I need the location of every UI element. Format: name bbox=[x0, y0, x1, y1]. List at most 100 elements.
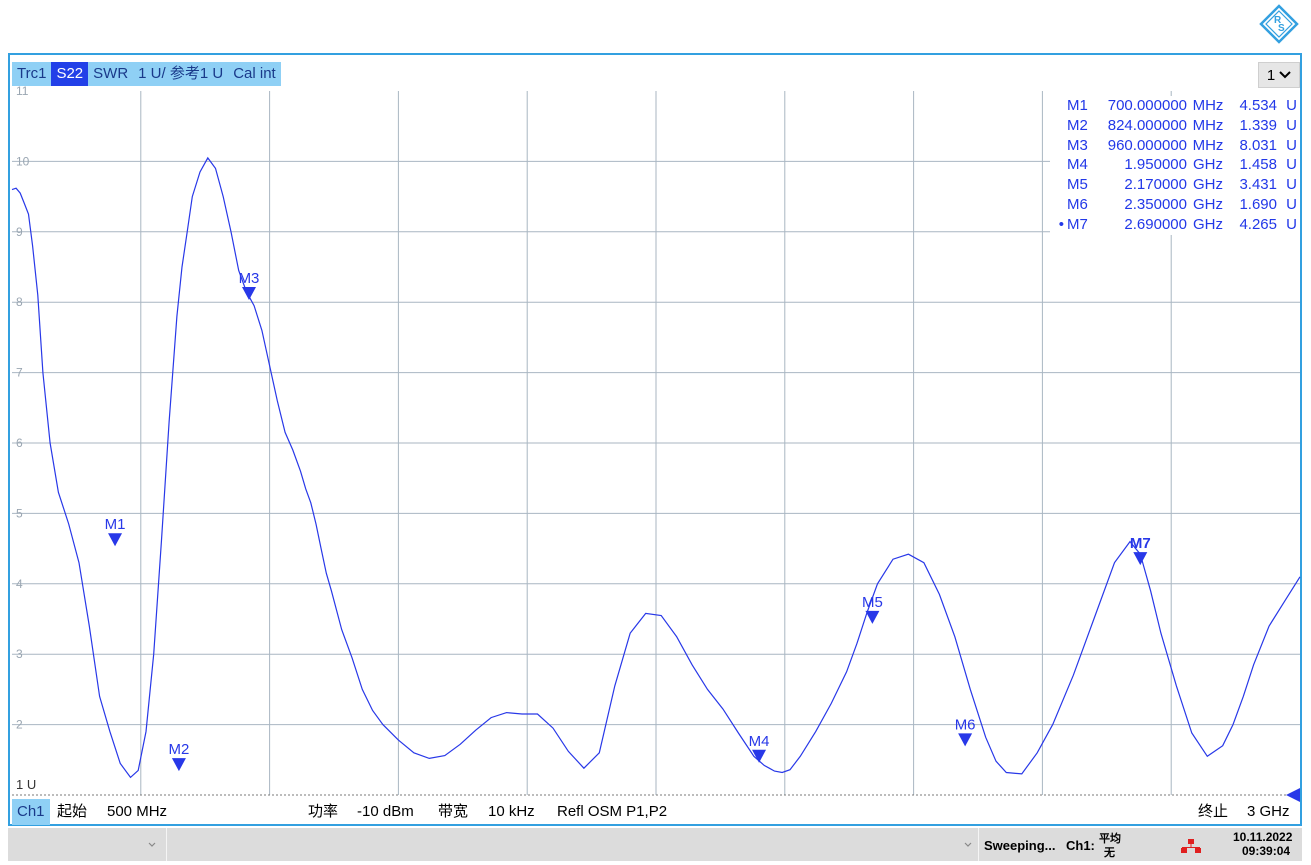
start-label: 起始 bbox=[57, 803, 88, 820]
y-tick-label: 9 bbox=[16, 225, 23, 239]
bandwidth-label: 带宽 bbox=[438, 803, 469, 820]
marker-value-unit: U bbox=[1286, 97, 1297, 114]
channel-status: Ch1: bbox=[1066, 838, 1095, 853]
marker-value: 4.534 bbox=[1239, 97, 1277, 114]
marker-row[interactable]: M1 700.000000 MHz 4.534 U bbox=[1050, 96, 1300, 116]
marker-name: M3 bbox=[1067, 136, 1088, 154]
channel-label[interactable]: Ch1 bbox=[12, 799, 50, 825]
trace-line bbox=[11, 156, 1301, 779]
active-marker-dot bbox=[1050, 175, 1064, 195]
stop-label: 终止 bbox=[1198, 803, 1229, 820]
marker-value: 1.690 bbox=[1239, 195, 1277, 213]
marker-frequency: 960.000000 bbox=[1107, 136, 1187, 154]
svg-text:R: R bbox=[1274, 15, 1282, 26]
trace-parameter[interactable]: S22 bbox=[51, 62, 89, 86]
marker-triangle[interactable] bbox=[108, 533, 123, 547]
y-tick-label: 4 bbox=[16, 577, 23, 591]
marker-triangle[interactable] bbox=[1133, 552, 1148, 566]
marker-name: M2 bbox=[1067, 116, 1088, 134]
y-tick-label: 10 bbox=[16, 154, 30, 168]
y-tick-label: 6 bbox=[16, 436, 23, 450]
stop-value[interactable]: 3 GHz bbox=[1247, 803, 1290, 820]
active-marker-dot: • bbox=[1058, 215, 1064, 233]
active-marker-dot bbox=[1050, 116, 1064, 136]
marker-triangle[interactable] bbox=[752, 749, 767, 763]
marker-frequency-unit: GHz bbox=[1193, 215, 1223, 233]
average-value: 无 bbox=[1104, 847, 1115, 859]
marker-name: M7 bbox=[1067, 215, 1088, 233]
marker-value: 8.031 bbox=[1239, 136, 1277, 154]
status-cell-middle bbox=[166, 828, 979, 861]
y-tick-label: 5 bbox=[16, 506, 23, 520]
marker-triangle[interactable] bbox=[958, 733, 973, 747]
marker-value-unit: U bbox=[1286, 156, 1297, 174]
window-selector[interactable]: 1 bbox=[1258, 62, 1300, 88]
marker-name: M6 bbox=[1067, 195, 1088, 213]
chevron-down-icon bbox=[1279, 71, 1291, 79]
marker-row[interactable]: M3 960.000000 MHz 8.031 U bbox=[1050, 136, 1300, 156]
marker-frequency-unit: MHz bbox=[1192, 136, 1224, 154]
start-value[interactable]: 500 MHz bbox=[107, 803, 168, 820]
marker-frequency-unit: MHz bbox=[1192, 97, 1224, 114]
marker-frequency-unit: MHz bbox=[1192, 116, 1224, 134]
window-number: 1 bbox=[1266, 66, 1276, 84]
marker-value-unit: U bbox=[1286, 195, 1297, 213]
marker-value-unit: U bbox=[1286, 116, 1297, 134]
trace-info-bar[interactable]: Trc1 S22 SWR 1 U/ 参考1 U Cal int bbox=[12, 62, 281, 86]
marker-triangle[interactable] bbox=[171, 758, 186, 772]
status-bar: Sweeping... Ch1: 平均 无 10.11.2022 09:39:0… bbox=[8, 828, 1302, 861]
marker-name: M5 bbox=[1067, 176, 1088, 194]
marker-label: M7 bbox=[1130, 535, 1151, 552]
channel-info-bar: Ch1 起始 500 MHz 功率 -10 dBm 带宽 10 kHz Refl… bbox=[12, 799, 1300, 825]
marker-value: 1.339 bbox=[1239, 116, 1277, 134]
marker-label: M5 bbox=[862, 594, 883, 611]
power-value[interactable]: -10 dBm bbox=[357, 803, 414, 820]
status-cell-left[interactable] bbox=[8, 828, 167, 861]
marker-row[interactable]: M2 824.000000 MHz 1.339 U bbox=[1050, 116, 1300, 136]
rs-logo: R S bbox=[1259, 4, 1299, 44]
marker-table[interactable]: M1 700.000000 MHz 4.534 U M2 824.000000 MHz 1.33… bbox=[1050, 96, 1300, 235]
y-tick-label: 7 bbox=[16, 366, 23, 380]
power-label: 功率 bbox=[308, 803, 339, 820]
marker-triangle[interactable] bbox=[865, 610, 880, 624]
chevron-down-icon bbox=[148, 842, 156, 847]
marker-row[interactable]: M5 2.170000 GHz 3.431 U bbox=[1050, 175, 1300, 195]
marker-frequency-unit: GHz bbox=[1193, 176, 1223, 194]
marker-frequency: 824.000000 bbox=[1107, 116, 1187, 134]
y-tick-label: 8 bbox=[16, 295, 23, 309]
trace-scale[interactable]: 1 U/ 参考1 U bbox=[138, 65, 224, 82]
marker-value: 4.265 bbox=[1239, 215, 1277, 233]
chevron-down-icon bbox=[964, 842, 972, 847]
trace-name[interactable]: Trc1 bbox=[17, 65, 47, 82]
y-tick-label: 3 bbox=[16, 647, 23, 661]
status-date: 10.11.2022 bbox=[1233, 830, 1293, 844]
marker-row[interactable]: M4 1.950000 GHz 1.458 U bbox=[1050, 155, 1300, 175]
reference-level-label: 1 U bbox=[16, 777, 36, 792]
marker-value-unit: U bbox=[1286, 136, 1297, 154]
marker-frequency: 700.000000 bbox=[1107, 97, 1187, 114]
marker-value-unit: U bbox=[1286, 176, 1297, 194]
marker-frequency: 2.690000 bbox=[1124, 215, 1187, 233]
trace-cal-state[interactable]: Cal int bbox=[233, 65, 276, 82]
network-icon bbox=[1181, 839, 1201, 853]
marker-frequency-unit: GHz bbox=[1193, 156, 1223, 174]
marker-frequency-unit: GHz bbox=[1193, 195, 1223, 213]
marker-frequency: 2.350000 bbox=[1124, 195, 1187, 213]
marker-row[interactable]: M6 2.350000 GHz 1.690 U bbox=[1050, 195, 1300, 215]
marker-triangle[interactable] bbox=[241, 287, 256, 301]
marker-label: M1 bbox=[105, 516, 126, 533]
marker-value-unit: U bbox=[1286, 215, 1297, 233]
marker-label: M4 bbox=[749, 733, 770, 750]
active-marker-dot bbox=[1050, 195, 1064, 215]
active-marker-dot bbox=[1050, 96, 1064, 116]
marker-frequency: 1.950000 bbox=[1124, 156, 1187, 174]
status-time: 09:39:04 bbox=[1242, 844, 1291, 858]
sweep-status: Sweeping... bbox=[984, 838, 1056, 853]
marker-row[interactable]: • M7 2.690000 GHz 4.265 U bbox=[1050, 215, 1300, 235]
trace-format[interactable]: SWR bbox=[93, 65, 129, 82]
svg-text:S: S bbox=[1278, 23, 1285, 34]
marker-label: M6 bbox=[955, 716, 976, 733]
bandwidth-value[interactable]: 10 kHz bbox=[488, 803, 535, 820]
average-label: 平均 bbox=[1099, 833, 1121, 845]
